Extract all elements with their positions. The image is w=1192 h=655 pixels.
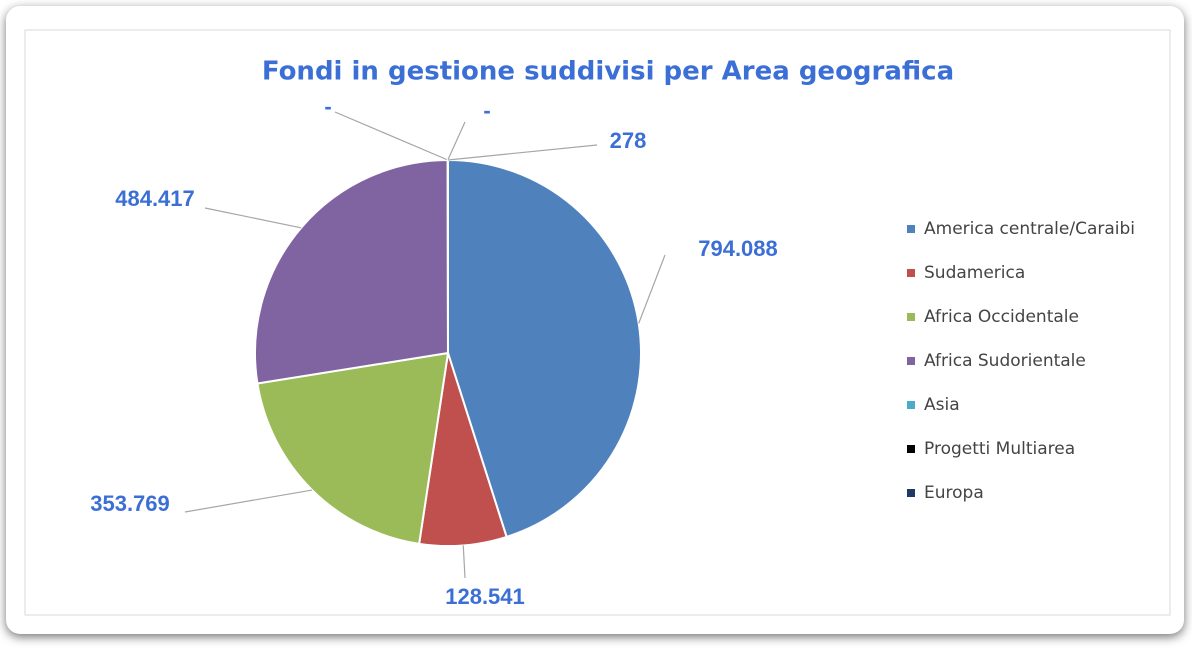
data-label: 278 <box>610 128 647 153</box>
legend-swatch <box>907 489 915 497</box>
legend-swatch <box>907 225 915 233</box>
leader-line <box>447 144 598 161</box>
data-label: 353.769 <box>90 491 170 516</box>
legend-swatch <box>907 401 915 409</box>
legend-swatch <box>907 313 915 321</box>
legend-swatch <box>907 357 915 365</box>
data-label: 794.088 <box>698 236 778 261</box>
data-label: - <box>483 98 490 123</box>
legend-label: Africa Sudorientale <box>924 351 1086 371</box>
pie-slice <box>254 158 450 385</box>
legend-label: Africa Occidentale <box>924 307 1079 327</box>
leader-line <box>334 111 449 161</box>
legend-label: Asia <box>924 395 960 415</box>
leader-line <box>184 489 313 513</box>
legend-label: Sudamerica <box>924 263 1025 283</box>
legend-label: Progetti Multiarea <box>924 439 1075 459</box>
data-label: - <box>324 94 331 119</box>
leader-line <box>638 254 666 324</box>
legend-swatch <box>907 269 915 277</box>
legend-label: America centrale/Caraibi <box>924 219 1135 239</box>
legend-label: Europa <box>924 483 984 503</box>
pie-slice <box>256 351 450 545</box>
leader-line <box>462 545 466 579</box>
legend-swatch <box>907 445 915 453</box>
leader-line <box>204 207 302 229</box>
data-label: 484.417 <box>115 186 195 211</box>
leader-line <box>447 121 466 161</box>
data-label: 128.541 <box>445 584 525 609</box>
chart-title: Fondi in gestione suddivisi per Area geo… <box>262 57 954 87</box>
